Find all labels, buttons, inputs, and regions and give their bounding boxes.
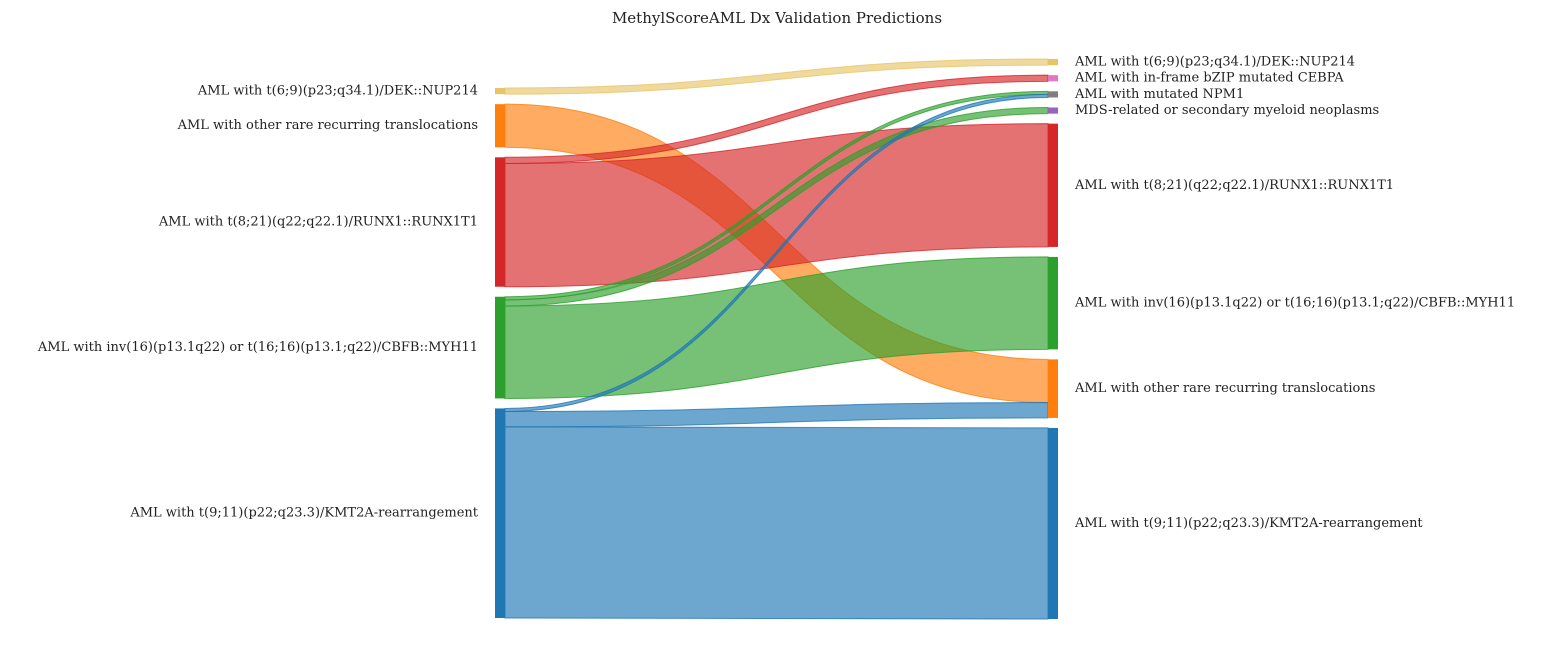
target-label-t_mds: MDS-related or secondary myeloid neoplas… (1075, 103, 1379, 118)
links-layer (504, 58, 1049, 620)
target-label-t_t69: AML with t(6;9)(p23;q34.1)/DEK::NUP214 (1074, 55, 1355, 70)
source-node-s_inv16 (495, 296, 505, 399)
flow-s_t911-to-t_t911 (504, 426, 1049, 620)
target-label-t_t911: AML with t(9;11)(p22;q23.3)/KMT2A-rearra… (1074, 516, 1423, 531)
target-node-t_inv16 (1048, 256, 1058, 350)
target-node-t_t69 (1048, 59, 1058, 66)
target-node-t_cebpa (1048, 75, 1058, 82)
target-node-t_rare (1048, 359, 1058, 418)
target-node-t_t911 (1048, 427, 1058, 619)
flow-s_t911-to-t_rare (504, 402, 1049, 428)
source-node-s_rare (495, 104, 505, 148)
target-label-t_cebpa: AML with in-frame bZIP mutated CEBPA (1074, 71, 1344, 86)
source-node-s_t69 (495, 88, 505, 95)
target-node-t_t821 (1048, 123, 1058, 247)
flow-s_t69-to-t_t69 (504, 58, 1049, 95)
target-label-t_inv16: AML with inv(16)(p13.1q22) or t(16;16)(p… (1074, 296, 1515, 311)
flow-s_t911-to-t_npm1 (504, 93, 1049, 413)
target-node-t_npm1 (1048, 91, 1058, 98)
source-label-s_inv16: AML with inv(16)(p13.1q22) or t(16;16)(p… (37, 340, 478, 355)
source-node-s_t911 (495, 408, 505, 618)
chart-title: MethylScoreAML Dx Validation Predictions (612, 9, 942, 27)
target-label-t_npm1: AML with mutated NPM1 (1074, 87, 1244, 102)
nodes-layer (495, 59, 1058, 619)
target-label-t_rare: AML with other rare recurring translocat… (1074, 381, 1375, 396)
target-node-t_mds (1048, 107, 1058, 114)
source-label-s_rare: AML with other rare recurring translocat… (177, 118, 478, 133)
source-label-s_t821: AML with t(8;21)(q22;q22.1)/RUNX1::RUNX1… (158, 215, 478, 230)
target-label-t_t821: AML with t(8;21)(q22;q22.1)/RUNX1::RUNX1… (1074, 178, 1394, 193)
labels-layer: AML with t(6;9)(p23;q34.1)/DEK::NUP214AM… (37, 55, 1515, 531)
source-label-s_t69: AML with t(6;9)(p23;q34.1)/DEK::NUP214 (197, 84, 478, 99)
source-label-s_t911: AML with t(9;11)(p22;q23.3)/KMT2A-rearra… (129, 506, 478, 521)
source-node-s_t821 (495, 157, 505, 287)
